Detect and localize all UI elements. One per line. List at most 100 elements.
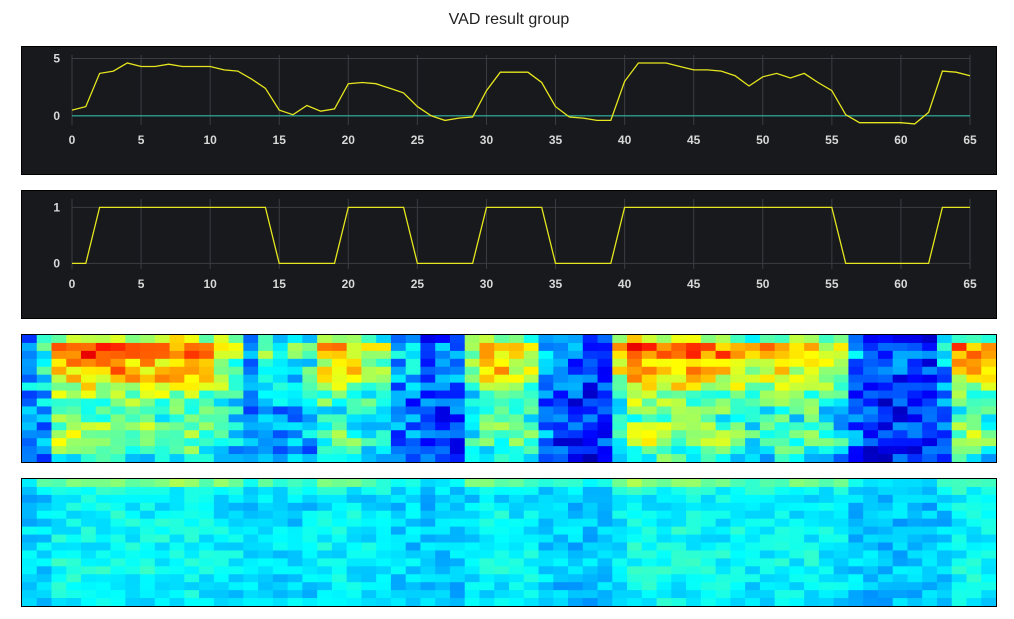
heatmap-cell: [435, 574, 451, 583]
heatmap-cell: [154, 454, 171, 462]
heatmap-cell: [435, 502, 451, 512]
heatmap-cell: [981, 479, 996, 488]
heatmap-cell: [627, 558, 643, 567]
heatmap-cell: [376, 574, 392, 583]
heatmap-cell: [833, 574, 850, 583]
heatmap-cell: [686, 446, 702, 455]
heatmap-cell: [464, 550, 481, 559]
heatmap-cell: [966, 438, 982, 447]
heatmap-cell: [405, 366, 422, 376]
heatmap-cell: [774, 390, 790, 400]
heatmap-cell: [863, 526, 879, 536]
heatmap-cell: [449, 582, 466, 591]
heatmap-cell: [346, 534, 363, 544]
heatmap-cell: [686, 342, 702, 352]
heatmap-cell: [745, 438, 761, 447]
heatmap-cell: [863, 494, 879, 504]
heatmap-cell: [154, 558, 171, 567]
heatmap-cell: [317, 430, 333, 439]
heatmap-cell: [287, 518, 303, 528]
heatmap-cell: [641, 574, 658, 583]
heatmap-cell: [331, 534, 348, 544]
heatmap-cell: [774, 590, 790, 599]
heatmap-cell: [715, 566, 731, 575]
heatmap-cell: [538, 366, 554, 376]
heatmap-cell: [877, 574, 894, 583]
heatmap-cell: [715, 406, 731, 415]
x-tick-label: 50: [756, 133, 770, 147]
heatmap-cell: [553, 350, 569, 360]
heatmap-cell: [302, 598, 318, 606]
heatmap-cell: [390, 518, 407, 528]
heatmap-cell: [51, 350, 67, 360]
heatmap-cell: [597, 390, 613, 400]
heatmap-cell: [317, 390, 333, 400]
heatmap-cell: [66, 366, 82, 376]
heatmap-cell: [464, 518, 481, 528]
heatmap-cell: [523, 486, 540, 496]
heatmap-cell: [228, 414, 244, 423]
heatmap-cell: [154, 598, 171, 606]
heatmap-cell: [907, 414, 923, 423]
heatmap-cell: [597, 358, 613, 368]
heatmap-cell: [95, 422, 112, 431]
heatmap-cell: [907, 486, 923, 496]
heatmap-cell: [199, 342, 215, 352]
heatmap-cell: [302, 518, 318, 528]
heatmap-cell: [568, 486, 584, 496]
heatmap-cell: [449, 534, 466, 544]
heatmap-cell: [81, 479, 97, 488]
heatmap-cell: [538, 422, 554, 431]
heatmap-cell: [302, 510, 318, 520]
heatmap-cell: [568, 566, 584, 575]
heatmap-cell: [981, 486, 996, 496]
heatmap-cell: [479, 542, 495, 552]
heatmap-cell: [627, 518, 643, 528]
heatmap-cell: [184, 479, 200, 488]
heatmap-cell: [435, 382, 451, 392]
heatmap-cell: [523, 446, 540, 455]
vad-decision-line-chart: 0 5 10 15 20 25 30 35 40 45 50 55 60 65 0 1: [21, 190, 997, 319]
heatmap-cell: [538, 526, 554, 536]
heatmap-cell: [331, 342, 348, 352]
heatmap-cell: [774, 335, 790, 344]
heatmap-cell: [641, 374, 658, 384]
heatmap-cell: [449, 390, 466, 400]
heatmap-cell: [243, 358, 259, 368]
heatmap-cell: [671, 598, 687, 606]
heatmap-cell: [36, 358, 53, 368]
heatmap-cell: [656, 550, 672, 559]
heatmap-cell: [184, 486, 200, 496]
heatmap-cell: [597, 350, 613, 360]
heatmap-cell: [966, 582, 982, 591]
heatmap-cell: [523, 534, 540, 544]
heatmap-cell: [568, 398, 584, 408]
heatmap-cell: [774, 566, 790, 575]
heatmap-cell: [568, 510, 584, 520]
heatmap-cell: [907, 350, 923, 360]
heatmap-cell: [538, 510, 554, 520]
heatmap-cell: [66, 454, 82, 462]
heatmap-cell: [51, 542, 67, 552]
heatmap-cell: [449, 358, 466, 368]
heatmap-cell: [81, 534, 97, 544]
heatmap-cell: [169, 590, 185, 599]
heatmap-cell: [420, 414, 436, 423]
heatmap-cell: [509, 534, 525, 544]
heatmap-cell: [228, 335, 244, 344]
heatmap-cell: [199, 542, 215, 552]
heatmap-cell: [730, 486, 746, 496]
heatmap-cell: [759, 446, 776, 455]
heatmap-cell: [154, 494, 171, 504]
heatmap-cell: [435, 454, 451, 462]
heatmap-cell: [420, 454, 436, 462]
heatmap-cell: [730, 438, 746, 447]
heatmap-cell: [302, 398, 318, 408]
heatmap-cell: [81, 414, 97, 423]
heatmap-cell: [390, 590, 407, 599]
heatmap-cell: [582, 438, 599, 447]
heatmap-cell: [361, 430, 377, 439]
heatmap-cell: [700, 494, 717, 504]
heatmap-cell: [922, 406, 938, 415]
heatmap-cell: [405, 414, 422, 423]
